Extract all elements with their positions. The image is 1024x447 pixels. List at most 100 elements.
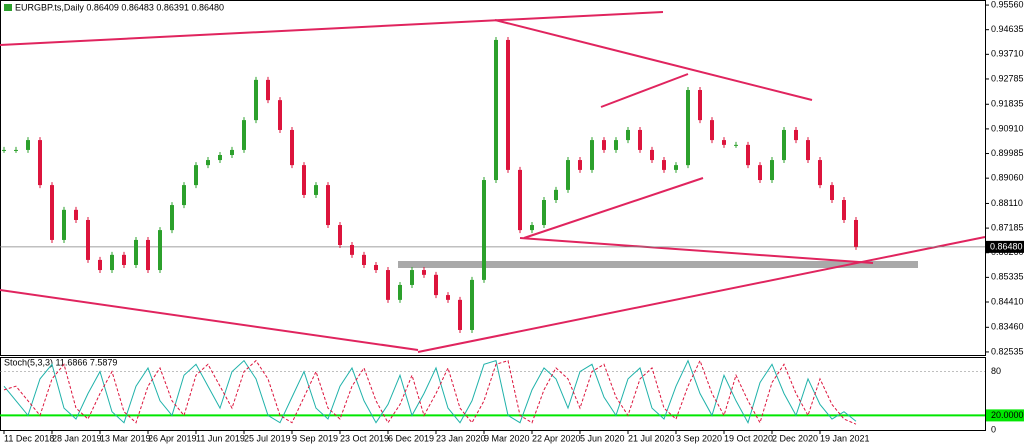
candle	[626, 129, 630, 141]
candle	[86, 219, 90, 260]
candle	[302, 165, 306, 195]
y-tick-label: 0.94635	[991, 24, 1024, 34]
candle	[566, 160, 570, 190]
x-tick-label: 6 Dec 2019	[388, 433, 434, 443]
candle	[290, 129, 294, 166]
y-tick-label: 0.90910	[991, 123, 1024, 133]
chart-title: EURGBP.ts,Daily 0.86409 0.86483 0.86391 …	[15, 2, 224, 12]
candle	[758, 165, 762, 181]
candle	[614, 140, 618, 150]
candle	[722, 140, 726, 145]
candle	[374, 264, 378, 271]
candle	[458, 299, 462, 330]
x-tick-label: 19 Oct 2020	[724, 433, 773, 443]
x-tick-label: 19 Jan 2021	[820, 433, 870, 443]
candle	[314, 185, 318, 195]
y-tick-label: 0.82535	[991, 346, 1024, 356]
y-tick-label: 0.93710	[991, 49, 1024, 59]
y-tick-label: 0	[991, 424, 996, 434]
candle	[386, 270, 390, 300]
trend-line	[0, 289, 419, 351]
x-tick-label: 11 Jun 2019	[196, 433, 245, 443]
candle	[170, 205, 174, 231]
x-tick-label: 23 Oct 2019	[340, 433, 389, 443]
candle	[206, 160, 210, 166]
candle	[98, 259, 102, 271]
candle	[710, 120, 714, 141]
candle	[830, 185, 834, 201]
trend-line	[600, 73, 689, 108]
candle	[266, 79, 270, 101]
x-tick-label: 28 Jan 2019	[52, 433, 102, 443]
candle	[182, 185, 186, 206]
x-tick-label: 9 Mar 2020	[484, 433, 530, 443]
y-tick-label: 0.83460	[991, 322, 1024, 332]
level-label-box	[986, 409, 1024, 422]
candle	[770, 160, 774, 181]
candle	[590, 140, 594, 170]
candle	[26, 140, 30, 150]
candle	[218, 154, 222, 161]
candle	[242, 120, 246, 150]
candle	[110, 254, 114, 271]
candle	[542, 200, 546, 226]
candle	[38, 140, 42, 186]
candle	[278, 100, 282, 130]
y-tick-label: 0.84410	[991, 296, 1024, 306]
candle	[398, 284, 402, 300]
x-tick-label: 2 Dec 2020	[772, 433, 818, 443]
candle	[482, 180, 486, 280]
candle	[326, 185, 330, 226]
stoch-line	[3, 359, 857, 425]
candle	[518, 169, 522, 231]
candle	[602, 140, 606, 150]
candle	[158, 230, 162, 271]
candle	[782, 129, 786, 161]
trend-line	[0, 11, 664, 46]
candle	[530, 225, 534, 231]
x-tick-label: 3 Sep 2020	[676, 433, 722, 443]
stoch-panel	[0, 357, 986, 431]
candle	[494, 39, 498, 181]
candle	[134, 239, 138, 265]
x-tick-label: 22 Apr 2020	[532, 433, 581, 443]
candle	[122, 254, 126, 265]
support-zone	[398, 261, 918, 268]
candle	[686, 90, 690, 166]
trend-line	[519, 237, 874, 264]
y-tick-label: 0.85335	[991, 272, 1024, 282]
candle	[554, 189, 558, 201]
x-tick-label: 23 Jan 2020	[436, 433, 486, 443]
candle	[422, 270, 426, 275]
candle	[506, 39, 510, 170]
y-tick-label: 0.89060	[991, 173, 1024, 183]
candle	[434, 274, 438, 296]
y-tick-label: 0.89985	[991, 148, 1024, 158]
candle	[362, 254, 366, 265]
candle	[146, 239, 150, 271]
x-tick-label: 5 Jun 2020	[580, 433, 625, 443]
price-label-box	[986, 240, 1024, 253]
y-tick-label: 0.88110	[991, 198, 1023, 208]
main-panel	[0, 0, 986, 356]
candle	[746, 144, 750, 166]
x-tick-label: 9 Sep 2019	[292, 433, 338, 443]
x-tick-label: 21 Jul 2020	[628, 433, 675, 443]
candle	[650, 149, 654, 161]
candle	[230, 149, 234, 155]
candle	[470, 279, 474, 330]
trend-line	[523, 177, 704, 239]
candle	[254, 79, 258, 121]
candle	[194, 165, 198, 186]
y-tick-label: 0.95560	[991, 0, 1024, 9]
candle	[410, 270, 414, 285]
x-tick-label: 25 Jul 2019	[244, 433, 291, 443]
candle	[338, 225, 342, 246]
y-tick-label: 0.92785	[991, 73, 1024, 83]
price-label: 0.86480	[990, 241, 1023, 251]
candle	[62, 209, 66, 240]
candle	[14, 149, 18, 151]
y-tick-label: 20.0000	[991, 410, 1024, 420]
candle	[350, 245, 354, 255]
candle	[806, 140, 810, 161]
